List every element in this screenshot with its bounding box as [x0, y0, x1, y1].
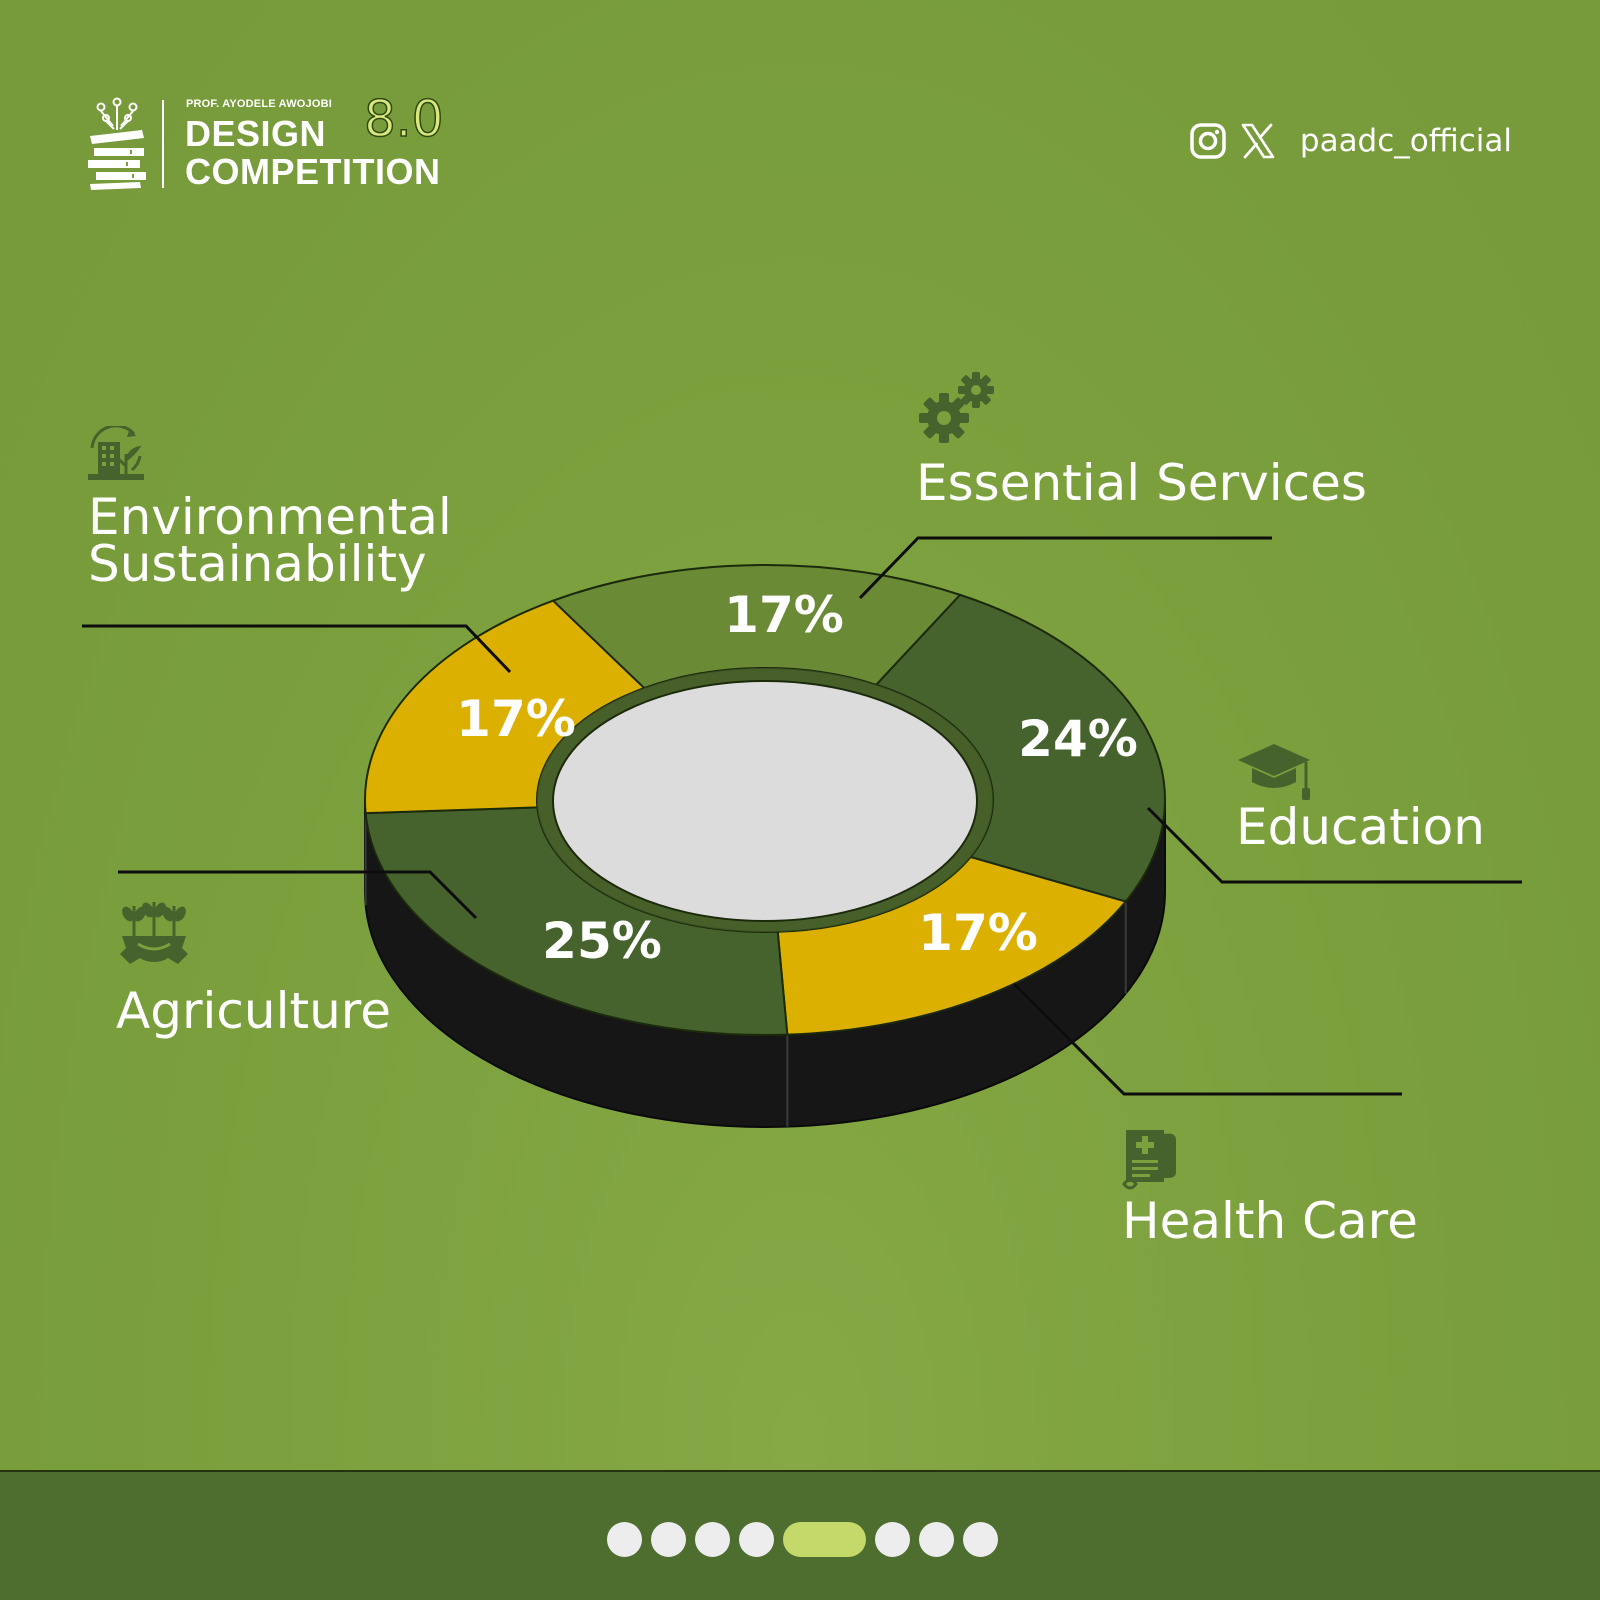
leader-line [118, 870, 478, 920]
carousel-dot[interactable] [651, 1522, 686, 1557]
label-environmental-sustainability: Environmental Sustainability [88, 488, 452, 593]
brand-title-line1: DESIGN [185, 113, 327, 154]
books-circuit-icon [88, 97, 146, 190]
leader-line [1012, 982, 1402, 1096]
leader-line [82, 624, 512, 674]
carousel-dot[interactable] [607, 1522, 642, 1557]
value-label: 17% [456, 690, 576, 748]
value-label: 24% [1018, 710, 1138, 768]
value-label: 17% [724, 586, 844, 644]
carousel-dot[interactable] [739, 1522, 774, 1557]
graduation-cap-icon [1238, 744, 1310, 800]
carousel-indicators [607, 1522, 998, 1557]
chart-value-labels: 17% 24% 17% 25% 17% [456, 586, 1138, 970]
carousel-dot[interactable] [695, 1522, 730, 1557]
label-agriculture: Agriculture [116, 982, 391, 1040]
plant-gear-icon [120, 902, 188, 964]
label-essential-services: Essential Services [916, 454, 1367, 512]
social-links: paadc_official [1188, 118, 1512, 164]
hole-center [552, 680, 978, 922]
carousel-dot[interactable] [875, 1522, 910, 1557]
eco-building-icon [88, 426, 144, 480]
carousel-dot[interactable] [783, 1522, 866, 1557]
brand-logo: PROF. AYODELE AWOJOBI DESIGN COMPETITION… [86, 92, 506, 192]
label-education: Education [1236, 798, 1485, 856]
chart-leader-lines [82, 536, 1522, 1096]
brand-title-line2: COMPETITION [185, 151, 441, 192]
instagram-icon[interactable] [1188, 121, 1228, 161]
value-label: 25% [542, 912, 662, 970]
medical-record-icon [1122, 1130, 1176, 1190]
chart-hole [537, 668, 993, 932]
brand-version: 8.0 [363, 90, 444, 148]
footer-bar [0, 1470, 1600, 1600]
gears-icon [919, 372, 994, 443]
brand-subtitle: PROF. AYODELE AWOJOBI [186, 98, 333, 110]
leader-line [858, 536, 1272, 600]
x-icon[interactable] [1238, 121, 1278, 161]
social-handle[interactable]: paadc_official [1299, 123, 1512, 159]
carousel-dot[interactable] [963, 1522, 998, 1557]
carousel-dot[interactable] [919, 1522, 954, 1557]
logo-divider [162, 100, 164, 188]
leader-line [1146, 806, 1522, 884]
chart-slices [364, 564, 1166, 1036]
value-label: 17% [918, 904, 1038, 962]
label-health-care: Health Care [1122, 1192, 1418, 1250]
